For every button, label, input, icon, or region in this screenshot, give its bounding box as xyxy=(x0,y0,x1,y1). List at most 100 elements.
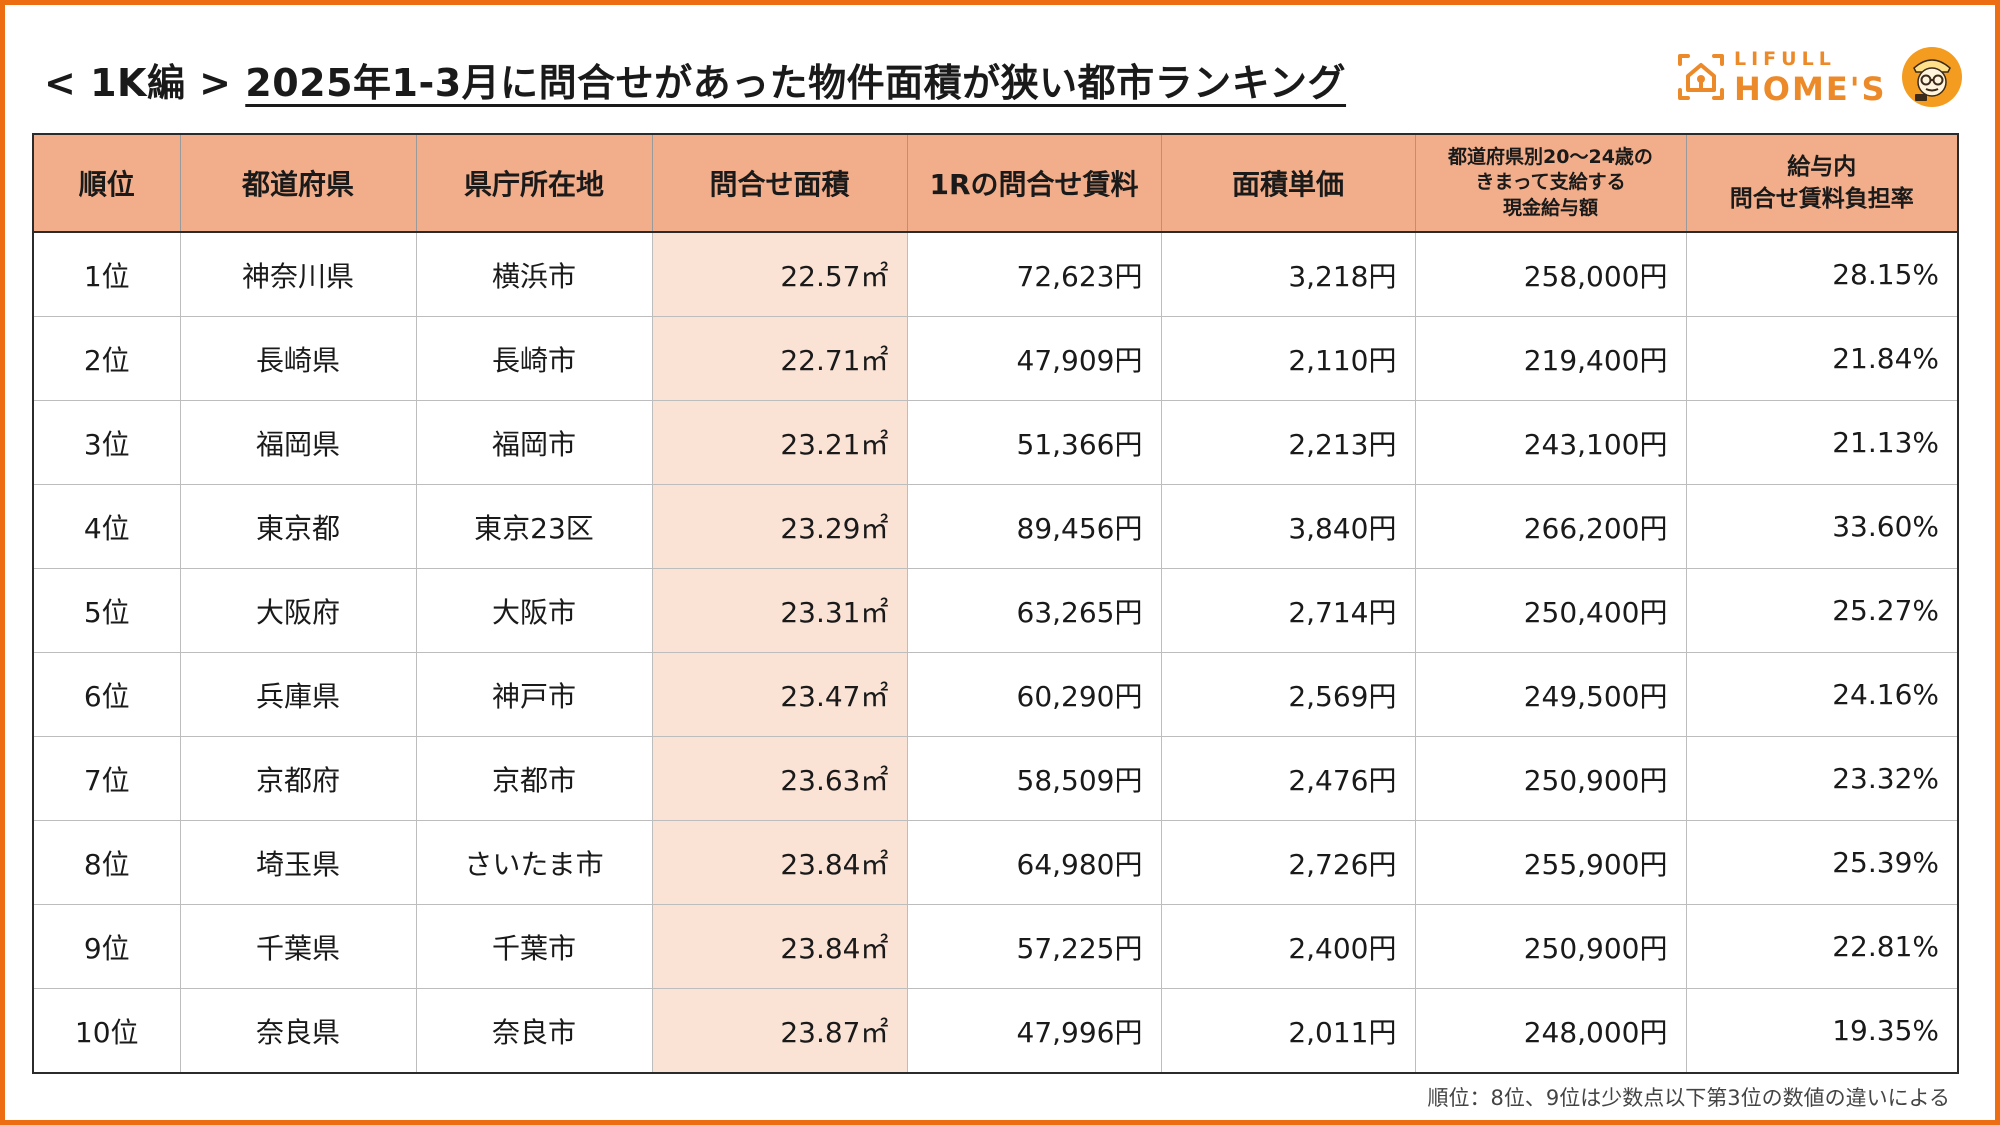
cell-capital: 京都市 xyxy=(415,736,653,821)
cell-salary: 250,900円 xyxy=(1414,736,1687,821)
cell-rank: 9位 xyxy=(32,904,181,989)
cell-area: 23.47㎡ xyxy=(651,652,908,737)
header-burden-rate: 給与内 問合せ賃料負担率 xyxy=(1685,133,1959,233)
cell-salary: 250,900円 xyxy=(1414,904,1687,989)
cell-rent: 63,265円 xyxy=(906,568,1162,653)
footnote: 順位：8位、9位は少数点以下第3位の数値の違いによる xyxy=(1427,1086,1950,1110)
cell-area: 22.71㎡ xyxy=(651,316,908,401)
cell-capital: 大阪市 xyxy=(415,568,653,653)
cell-capital: 福岡市 xyxy=(415,400,653,485)
cell-rank: 7位 xyxy=(32,736,181,821)
table-row: 7位 京都府 京都市 23.63㎡ 58,509円 2,476円 250,900円 23.32… xyxy=(32,736,1959,821)
cell-area: 23.84㎡ xyxy=(651,904,908,989)
cell-rent: 72,623円 xyxy=(906,231,1162,317)
header-area: 問合せ面積 xyxy=(651,133,908,233)
cell-rent: 51,366円 xyxy=(906,400,1162,485)
cell-rank: 10位 xyxy=(32,988,181,1074)
cell-prefecture: 東京都 xyxy=(179,484,417,569)
cell-burden-rate: 21.13% xyxy=(1685,400,1959,485)
cell-rank: 6位 xyxy=(32,652,181,737)
cell-area: 23.29㎡ xyxy=(651,484,908,569)
cell-rent: 47,996円 xyxy=(906,988,1162,1074)
cell-burden-rate: 23.32% xyxy=(1685,736,1959,821)
table-row: 8位 埼玉県 さいたま市 23.84㎡ 64,980円 2,726円 255,900円 25.… xyxy=(32,820,1959,905)
cell-area: 23.21㎡ xyxy=(651,400,908,485)
cell-prefecture: 兵庫県 xyxy=(179,652,417,737)
table-row: 10位 奈良県 奈良市 23.87㎡ 47,996円 2,011円 248,000円 19.3… xyxy=(32,988,1959,1074)
header-capital: 県庁所在地 xyxy=(415,133,653,233)
cell-capital: 東京23区 xyxy=(415,484,653,569)
cell-burden-rate: 19.35% xyxy=(1685,988,1959,1074)
cell-capital: 奈良市 xyxy=(415,988,653,1074)
cell-prefecture: 千葉県 xyxy=(179,904,417,989)
cell-rank: 5位 xyxy=(32,568,181,653)
cell-area: 23.31㎡ xyxy=(651,568,908,653)
cell-unit-price: 2,110円 xyxy=(1160,316,1416,401)
cell-unit-price: 2,726円 xyxy=(1160,820,1416,905)
title-prefix: < 1K編 > xyxy=(44,61,232,105)
cell-salary: 250,400円 xyxy=(1414,568,1687,653)
cell-capital: 神戸市 xyxy=(415,652,653,737)
cell-salary: 219,400円 xyxy=(1414,316,1687,401)
cell-burden-rate: 25.27% xyxy=(1685,568,1959,653)
cell-salary: 243,100円 xyxy=(1414,400,1687,485)
cell-rent: 64,980円 xyxy=(906,820,1162,905)
table-row: 6位 兵庫県 神戸市 23.47㎡ 60,290円 2,569円 249,500円 24.16… xyxy=(32,652,1959,737)
table-row: 9位 千葉県 千葉市 23.84㎡ 57,225円 2,400円 250,900円 22.81… xyxy=(32,904,1959,989)
cell-prefecture: 神奈川県 xyxy=(179,231,417,317)
cell-burden-rate: 24.16% xyxy=(1685,652,1959,737)
cell-rent: 89,456円 xyxy=(906,484,1162,569)
cell-burden-rate: 28.15% xyxy=(1685,231,1959,317)
cell-salary: 266,200円 xyxy=(1414,484,1687,569)
cell-area: 23.84㎡ xyxy=(651,820,908,905)
table-row: 4位 東京都 東京23区 23.29㎡ 89,456円 3,840円 266,200円 33.… xyxy=(32,484,1959,569)
table-header-row: 順位 都道府県 県庁所在地 問合せ面積 1Rの問合せ賃料 面積単価 都道府県別2… xyxy=(32,133,1959,233)
cell-rank: 3位 xyxy=(32,400,181,485)
cell-burden-rate: 25.39% xyxy=(1685,820,1959,905)
cell-prefecture: 京都府 xyxy=(179,736,417,821)
table-row: 3位 福岡県 福岡市 23.21㎡ 51,366円 2,213円 243,100円 21.13… xyxy=(32,400,1959,485)
header-rent: 1Rの問合せ賃料 xyxy=(906,133,1162,233)
header-unit-price: 面積単価 xyxy=(1160,133,1416,233)
cell-unit-price: 3,840円 xyxy=(1160,484,1416,569)
table-row: 1位 神奈川県 横浜市 22.57㎡ 72,623円 3,218円 258,000円 28.1… xyxy=(32,231,1959,317)
cell-rank: 1位 xyxy=(32,231,181,317)
cell-prefecture: 福岡県 xyxy=(179,400,417,485)
lifull-homes-logo: LIFULL HOME'S xyxy=(1676,46,1963,108)
cell-capital: さいたま市 xyxy=(415,820,653,905)
cell-rank: 4位 xyxy=(32,484,181,569)
cell-prefecture: 長崎県 xyxy=(179,316,417,401)
cell-unit-price: 2,011円 xyxy=(1160,988,1416,1074)
house-icon xyxy=(1678,54,1724,100)
page-title: < 1K編 > 2025年1-3月に問合せがあった物件面積が狭い都市ランキング xyxy=(44,52,1346,107)
cell-salary: 249,500円 xyxy=(1414,652,1687,737)
title-main: 2025年1-3月に問合せがあった物件面積が狭い都市ランキング xyxy=(245,61,1347,105)
cell-capital: 長崎市 xyxy=(415,316,653,401)
cell-salary: 248,000円 xyxy=(1414,988,1687,1074)
cell-rank: 8位 xyxy=(32,820,181,905)
cell-prefecture: 埼玉県 xyxy=(179,820,417,905)
header-prefecture: 都道府県 xyxy=(179,133,417,233)
cell-burden-rate: 22.81% xyxy=(1685,904,1959,989)
ranking-table: 順位 都道府県 県庁所在地 問合せ面積 1Rの問合せ賃料 面積単価 都道府県別2… xyxy=(32,133,1959,1074)
header-salary: 都道府県別20〜24歳の きまって支給する 現金給与額 xyxy=(1414,133,1687,233)
cell-prefecture: 大阪府 xyxy=(179,568,417,653)
cell-unit-price: 2,213円 xyxy=(1160,400,1416,485)
cell-burden-rate: 21.84% xyxy=(1685,316,1959,401)
cell-unit-price: 2,476円 xyxy=(1160,736,1416,821)
cell-rent: 47,909円 xyxy=(906,316,1162,401)
cell-unit-price: 2,400円 xyxy=(1160,904,1416,989)
logo-line2: HOME'S xyxy=(1734,69,1887,108)
cell-area: 23.63㎡ xyxy=(651,736,908,821)
cell-area: 22.57㎡ xyxy=(651,231,908,317)
cell-unit-price: 2,569円 xyxy=(1160,652,1416,737)
cell-rent: 57,225円 xyxy=(906,904,1162,989)
cell-rent: 58,509円 xyxy=(906,736,1162,821)
cell-unit-price: 2,714円 xyxy=(1160,568,1416,653)
mascot-icon xyxy=(1901,47,1962,107)
cell-capital: 千葉市 xyxy=(415,904,653,989)
cell-capital: 横浜市 xyxy=(415,231,653,317)
cell-rank: 2位 xyxy=(32,316,181,401)
header-rank: 順位 xyxy=(32,133,181,233)
